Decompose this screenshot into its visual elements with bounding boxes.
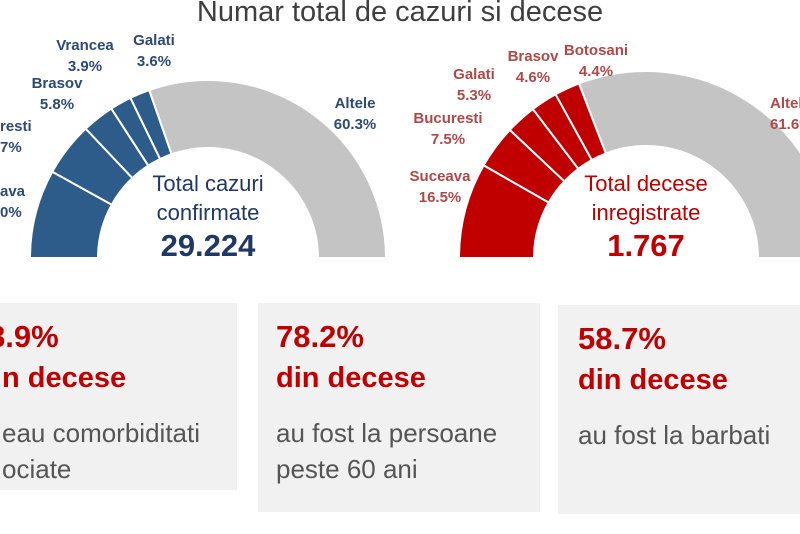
chart-label-line: 4.6%: [515, 69, 551, 86]
chart-label-line: 5.8%: [39, 96, 75, 113]
chart-label-line: 5.3%: [456, 87, 492, 104]
stat-percentage: 78.2%: [276, 319, 364, 354]
cases-total-value: 29.224: [160, 228, 256, 263]
page-title: Numar total de cazuri si decese: [196, 0, 604, 28]
chart-label-brasov-cases: Brasov 5.8%: [32, 73, 83, 115]
chart-label-suceava-deaths: Suceava 16.5%: [410, 166, 471, 208]
deaths-center-line: inregistrate: [591, 200, 701, 225]
cases-center-text: Total cazuri confirmate 29.224: [152, 169, 263, 264]
chart-label-line: 7.5%: [430, 131, 466, 148]
chart-label-vrancea-cases: Vrancea 3.9%: [56, 35, 114, 77]
chart-label-line: Altele: [770, 95, 800, 112]
stat-card-men: 58.7% din decese au fost la barbati: [558, 305, 800, 514]
segment-altele-deaths: [577, 69, 800, 259]
chart-label-line: 0%: [0, 204, 22, 221]
deaths-total-value: 1.767: [607, 228, 685, 263]
chart-label-line: Vrancea: [56, 37, 114, 54]
chart-label-line: Galati: [133, 32, 175, 49]
chart-label-suceava-cases: ava 0%: [0, 181, 25, 223]
stat-description: au fost la barbati: [578, 417, 800, 453]
stat-label: din decese: [276, 362, 426, 394]
chart-label-bucuresti-deaths: Bucuresti 7.5%: [413, 108, 482, 150]
chart-label-line: Galati: [453, 66, 495, 83]
chart-label-line: 3.6%: [136, 53, 172, 70]
segment-altele-cases: [147, 79, 388, 259]
chart-label-line: 7%: [0, 139, 22, 156]
chart-label-line: Altele: [334, 95, 376, 112]
chart-label-brasov-deaths: Brasov 4.6%: [508, 46, 559, 88]
chart-label-line: 4.4%: [578, 63, 614, 80]
chart-label-line: 61.6%: [770, 116, 800, 133]
chart-label-altele-cases: Altele 60.3%: [334, 93, 377, 135]
stat-description: eau comorbiditati ociate: [2, 415, 237, 487]
chart-label-line: ava: [0, 183, 26, 200]
stat-description: au fost la persoane peste 60 ani: [276, 415, 540, 487]
chart-label-bucuresti-cases: resti 7%: [0, 116, 32, 158]
chart-label-line: 60.3%: [333, 116, 377, 133]
stat-description-line: au fost la barbati: [578, 420, 771, 450]
deaths-center-line: Total decese: [584, 171, 708, 196]
deaths-center-text: Total decese inregistrate 1.767: [584, 169, 708, 264]
stat-card-over-60: 78.2% din decese au fost la persoane pes…: [258, 303, 540, 512]
chart-label-line: Brasov: [31, 75, 83, 92]
chart-label-line: Bucuresti: [413, 110, 483, 127]
stat-description-line: peste 60 ani: [276, 454, 418, 484]
stat-card-comorbidities: 8.9% n decese eau comorbiditati ociate: [0, 303, 237, 490]
stat-description-line: au fost la persoane: [276, 418, 498, 448]
cases-center-line: confirmate: [156, 200, 260, 225]
chart-label-line: resti: [0, 118, 32, 135]
stat-description-line: ociate: [2, 454, 72, 484]
chart-label-altele-deaths: Altele 61.6%: [770, 93, 800, 135]
stat-label: din decese: [578, 364, 728, 396]
chart-label-line: Brasov: [507, 48, 559, 65]
chart-label-botosani-deaths: Botosani 4.4%: [564, 40, 628, 82]
chart-label-line: 3.9%: [67, 58, 103, 75]
stat-description-line: eau comorbiditati: [2, 418, 200, 448]
chart-label-galati-cases: Galati 3.6%: [133, 30, 175, 72]
chart-label-galati-deaths: Galati 5.3%: [453, 64, 495, 106]
stat-percentage: 58.7%: [578, 321, 666, 356]
chart-label-line: Suceava: [409, 168, 471, 185]
stat-label: n decese: [2, 362, 127, 394]
cases-center-line: Total cazuri: [152, 171, 264, 196]
stat-percentage: 8.9%: [0, 319, 59, 354]
chart-label-line: 16.5%: [418, 189, 462, 206]
chart-label-line: Botosani: [563, 42, 629, 59]
